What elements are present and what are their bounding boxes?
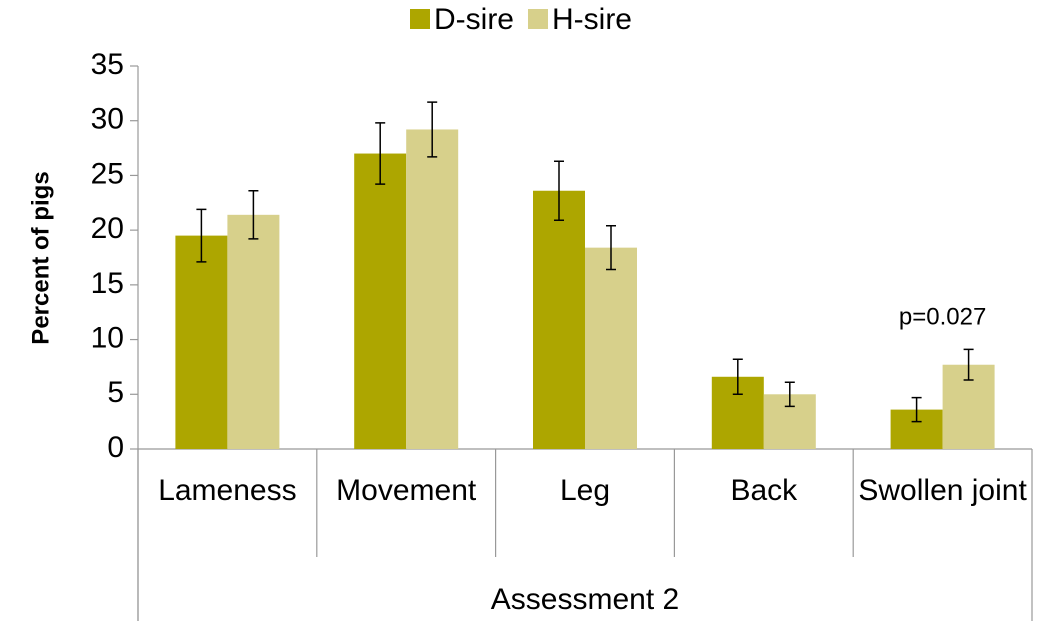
error-bar bbox=[375, 122, 386, 185]
error-bar bbox=[606, 225, 616, 271]
annotation: p=0.027 bbox=[899, 303, 986, 330]
bar bbox=[354, 153, 407, 450]
error-bar bbox=[963, 348, 974, 381]
bar bbox=[533, 190, 585, 449]
y-tick-label: 20 bbox=[91, 212, 124, 245]
error-bar bbox=[196, 208, 207, 263]
error-bar bbox=[911, 396, 922, 423]
x-tick-label: Leg bbox=[560, 474, 610, 507]
legend-label: H-sire bbox=[552, 3, 632, 36]
y-tick-label: 5 bbox=[107, 376, 124, 409]
bar bbox=[585, 247, 637, 449]
y-tick-label: 15 bbox=[91, 267, 124, 300]
legend-label: D-sire bbox=[434, 3, 514, 36]
x-tick-label: Swollen joint bbox=[858, 474, 1027, 507]
error-bar bbox=[784, 381, 795, 408]
y-axis-label: Percent of pigs bbox=[27, 171, 54, 344]
y-tick-label: 25 bbox=[91, 157, 124, 190]
y-tick-label: 0 bbox=[107, 431, 124, 464]
bar bbox=[406, 129, 459, 449]
error-bar bbox=[554, 160, 564, 222]
y-tick-label: 35 bbox=[91, 48, 124, 81]
error-bar bbox=[248, 189, 259, 240]
x-tick-label: Movement bbox=[336, 474, 477, 507]
group-label: Assessment 2 bbox=[491, 583, 679, 616]
error-bar bbox=[427, 101, 438, 158]
y-tick-label: 10 bbox=[91, 321, 124, 354]
error-bar bbox=[732, 358, 743, 396]
x-tick-label: Back bbox=[730, 474, 798, 507]
bar bbox=[227, 214, 280, 449]
x-tick-label: Lameness bbox=[158, 474, 296, 507]
legend-swatch bbox=[528, 9, 548, 29]
y-tick-label: 30 bbox=[91, 103, 124, 136]
legend-swatch bbox=[410, 9, 430, 29]
bar bbox=[175, 235, 228, 449]
